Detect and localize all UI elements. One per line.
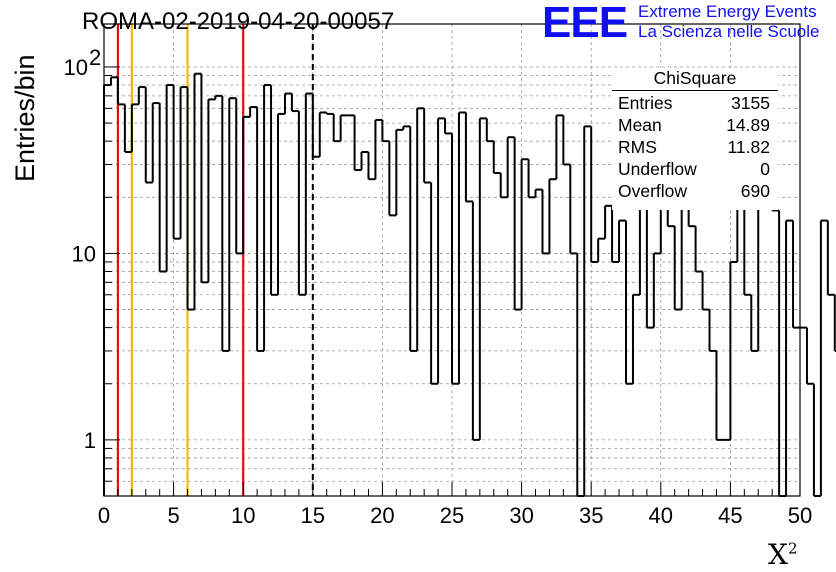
reference-lines [116,24,314,496]
logo-line-2: La Scienza nelle Scuole [638,22,820,41]
x-axis-label-symbol: X [768,538,788,571]
stat-name: Entries [618,93,673,113]
x-tick-label: 50 [788,503,812,528]
x-tick-label: 30 [509,503,533,528]
plot-title: ROMA-02-2019-04-20-00057 [82,8,395,35]
stat-value: 11.82 [727,137,771,157]
x-tick-label: 10 [231,503,255,528]
stat-row-mean: Mean 14.89 [618,115,770,137]
stats-title: ChiSquare [653,68,737,88]
stat-row-entries: Entries 3155 [618,93,770,115]
logo-line-1: Extreme Energy Events [638,2,817,21]
x-tick-label: 45 [718,503,742,528]
x-axis-label: X2 [768,538,797,571]
stats-box: ChiSquare Entries 3155 Mean 14.89 RMS 11… [612,68,778,210]
x-tick-label: 15 [301,503,325,528]
stat-value: 0 [760,159,770,179]
stat-name: Underflow [618,159,697,179]
y-axis-label: Entries/bin [10,54,40,182]
stat-name: Mean [618,115,662,135]
y-tick-label: 10 [64,55,88,80]
stats-divider [612,90,778,91]
x-tick-label: 25 [440,503,464,528]
x-tick-label: 0 [98,503,110,528]
x-tick-label: 35 [579,503,603,528]
stat-row-rms: RMS 11.82 [618,137,770,159]
stat-name: Overflow [618,181,688,201]
x-tick-label: 40 [649,503,673,528]
x-tick-label: 20 [370,503,394,528]
x-tick-label: 5 [167,503,179,528]
x-axis-label-superscript: 2 [787,539,798,558]
stat-value: 14.89 [726,115,770,135]
y-tick-label: 10 [72,241,96,266]
y-tick-label: 1 [84,428,96,453]
stat-value: 3155 [731,93,770,113]
stat-row-overflow: Overflow 690 [618,181,770,203]
stat-row-underflow: Underflow 0 [618,159,770,181]
y-tick-exponent: 2 [89,45,101,70]
stat-value: 690 [740,181,770,201]
stat-name: RMS [618,137,657,157]
logo-mark: EEE [542,0,628,47]
